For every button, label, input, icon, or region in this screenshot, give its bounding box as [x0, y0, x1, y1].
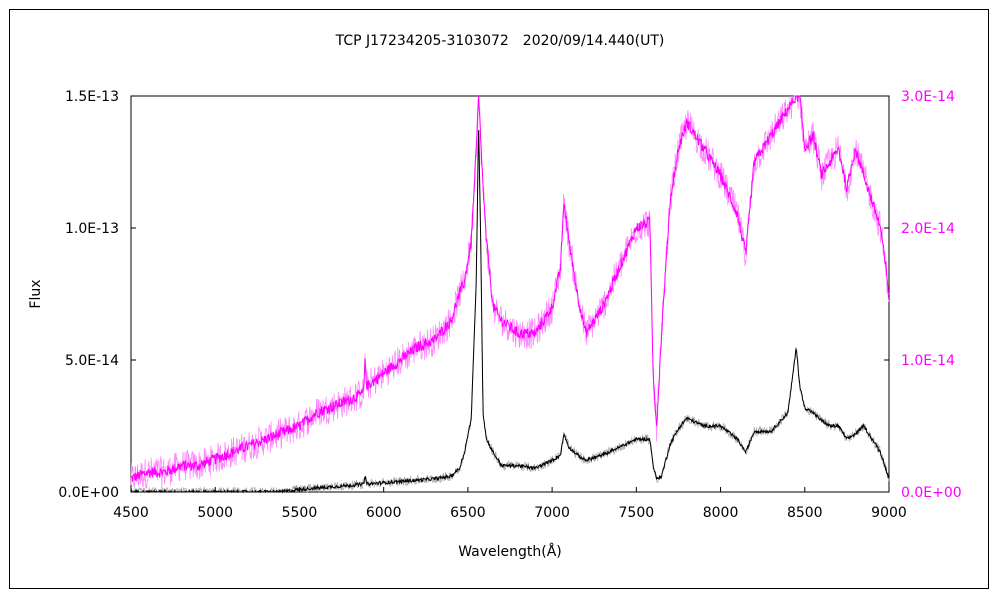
x-tick-label: 8500 [787, 505, 823, 521]
series-right-magenta [130, 94, 890, 489]
x-axis-label: Wavelength(Å) [458, 543, 562, 560]
x-tick-label: 6500 [450, 505, 486, 521]
x-tick-label: 9000 [871, 505, 907, 521]
x-tick-label: 5500 [282, 505, 318, 521]
series-line [131, 94, 890, 482]
chart-frame [9, 9, 989, 589]
series-left-black [130, 130, 890, 494]
y-left-tick-label: 0.0E+00 [58, 485, 119, 501]
y-axis-label: Flux [28, 279, 44, 308]
chart-title: TCP J17234205-3103072 2020/09/14.440(UT) [335, 33, 665, 49]
x-tick-label: 4500 [113, 505, 149, 521]
x-tick-label: 7500 [619, 505, 655, 521]
y-right-tick-label: 1.0E-14 [901, 353, 955, 369]
x-tick-label: 8000 [703, 505, 739, 521]
x-tick-label: 6000 [366, 505, 402, 521]
y-axis-left-ticks: 0.0E+00 5.0E-14 1.0E-13 1.5E-13 [58, 89, 136, 501]
x-axis-ticks: 4500 5000 5500 6000 6500 7000 7500 8000 8500 9000 [113, 487, 907, 521]
x-tick-label: 7000 [534, 505, 570, 521]
y-right-tick-label: 3.0E-14 [901, 89, 955, 105]
y-right-tick-label: 0.0E+00 [901, 485, 962, 501]
plot-area [130, 94, 890, 494]
series-line [130, 130, 890, 494]
y-axis-right-ticks: 0.0E+00 1.0E-14 2.0E-14 3.0E-14 [884, 89, 962, 501]
y-right-tick-label: 2.0E-14 [901, 221, 955, 237]
y-left-tick-label: 5.0E-14 [65, 353, 119, 369]
y-left-tick-label: 1.5E-13 [65, 89, 119, 105]
series-noise-line [130, 95, 890, 489]
x-tick-label: 5000 [197, 505, 233, 521]
plot-border [130, 95, 890, 493]
y-left-tick-label: 1.0E-13 [65, 221, 119, 237]
